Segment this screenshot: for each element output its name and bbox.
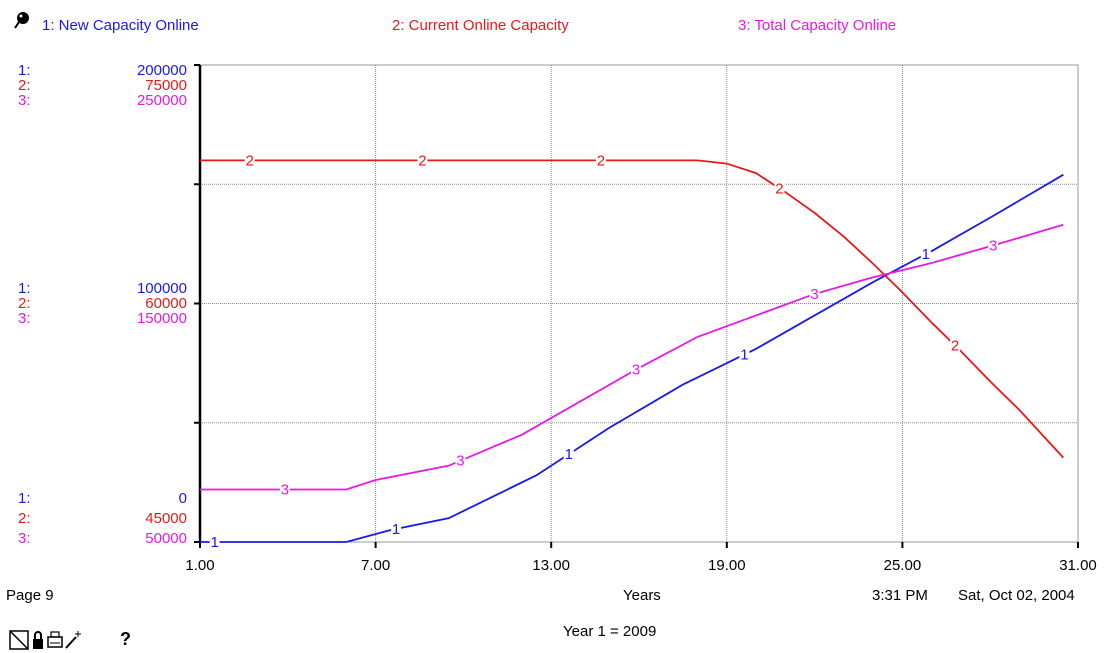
axes <box>194 64 1079 548</box>
legend-series-3: 3: Total Capacity Online <box>738 17 897 34</box>
y-prefix-1-bottom: 1: <box>18 490 31 507</box>
series-marker-label: 1 <box>210 534 218 551</box>
x-axis-title: Years <box>623 587 661 604</box>
series-marker-bg <box>563 446 574 462</box>
series-marker-bg <box>417 152 428 168</box>
series-marker-bg <box>774 180 785 196</box>
series-marker-label: 2 <box>597 152 605 169</box>
series-marker-label: 1 <box>565 446 573 463</box>
magic-wand-icon[interactable] <box>65 631 81 649</box>
series-marker-bg <box>279 481 290 497</box>
series-marker-label: 3 <box>632 362 640 379</box>
timestamp-date: Sat, Oct 02, 2004 <box>958 587 1075 604</box>
y-value-3-mid: 150000 <box>136 310 187 327</box>
x-tick-label: 25.00 <box>884 557 922 574</box>
series-marker-bg <box>739 346 750 362</box>
page-corner-icon[interactable] <box>9 630 29 650</box>
series-line-2 <box>200 159 1065 459</box>
series-marker-bg <box>455 452 466 468</box>
series-marker-bg <box>809 285 820 301</box>
lock-icon[interactable] <box>33 631 43 649</box>
series-marker-bg <box>209 534 220 549</box>
series-marker-label: 3 <box>989 237 997 254</box>
legend-series-1: 1: New Capacity Online <box>42 17 199 34</box>
help-button[interactable]: ? <box>120 629 131 649</box>
series-marker-label: 1 <box>922 246 930 263</box>
series-marker-bg <box>595 152 606 168</box>
series-group: 1 1 1 1 1 2 2 2 2 2 3 3 3 3 3 <box>200 152 1065 551</box>
y-value-1-bottom: 0 <box>178 490 187 507</box>
series-marker-label: 3 <box>281 482 289 499</box>
x-tick-label: 31.00 <box>1059 557 1097 574</box>
y-prefix-3-bottom: 3: <box>18 530 31 547</box>
timestamp-time: 3:31 PM <box>872 587 928 604</box>
y-value-3-bottom: 50000 <box>145 530 187 547</box>
y-prefix-2-mid: 2: <box>18 295 31 312</box>
x-tick-label: 7.00 <box>361 557 390 574</box>
y-value-3-top: 250000 <box>136 92 187 109</box>
y-value-2-top: 75000 <box>145 77 187 94</box>
legend-series-2: 2: Current Online Capacity <box>392 17 569 34</box>
y-prefix-3-mid: 3: <box>18 310 31 327</box>
series-marker-bg <box>244 152 255 168</box>
pin-icon <box>14 12 29 29</box>
page-number: Page 9 <box>6 587 54 604</box>
series-marker-label: 2 <box>775 180 783 197</box>
series-marker-bg <box>391 520 402 536</box>
series-marker-bg <box>631 361 642 377</box>
series-marker-label: 2 <box>951 337 959 354</box>
x-tick-label: 19.00 <box>708 557 746 574</box>
series-marker-label: 2 <box>418 152 426 169</box>
x-tick-label: 1.00 <box>185 557 214 574</box>
y-value-2-bottom: 45000 <box>145 510 187 527</box>
y-prefix-2-top: 2: <box>18 77 31 94</box>
series-marker-label: 1 <box>392 521 400 538</box>
gridlines <box>200 65 1078 542</box>
series-marker-bg <box>988 237 999 253</box>
series-marker-label: 3 <box>810 286 818 303</box>
y-prefix-3-top: 3: <box>18 92 31 109</box>
year-note: Year 1 = 2009 <box>563 623 657 640</box>
y-prefix-2-bottom: 2: <box>18 510 31 527</box>
series-marker-label: 2 <box>246 152 254 169</box>
x-tick-label: 13.00 <box>532 557 570 574</box>
series-marker-label: 3 <box>456 453 464 470</box>
y-prefix-1-top: 1: <box>18 62 31 79</box>
x-tick-labels: 1.00 7.00 13.00 19.00 25.00 31.00 <box>185 557 1096 574</box>
y-prefix-1-mid: 1: <box>18 280 31 297</box>
print-icon[interactable] <box>47 631 63 648</box>
y-value-1-top: 200000 <box>136 62 187 79</box>
y-value-1-mid: 100000 <box>136 280 187 297</box>
y-value-2-mid: 60000 <box>145 295 187 312</box>
series-marker-label: 1 <box>740 347 748 364</box>
series-marker-bg <box>920 246 931 262</box>
series-marker-bg <box>950 337 961 353</box>
